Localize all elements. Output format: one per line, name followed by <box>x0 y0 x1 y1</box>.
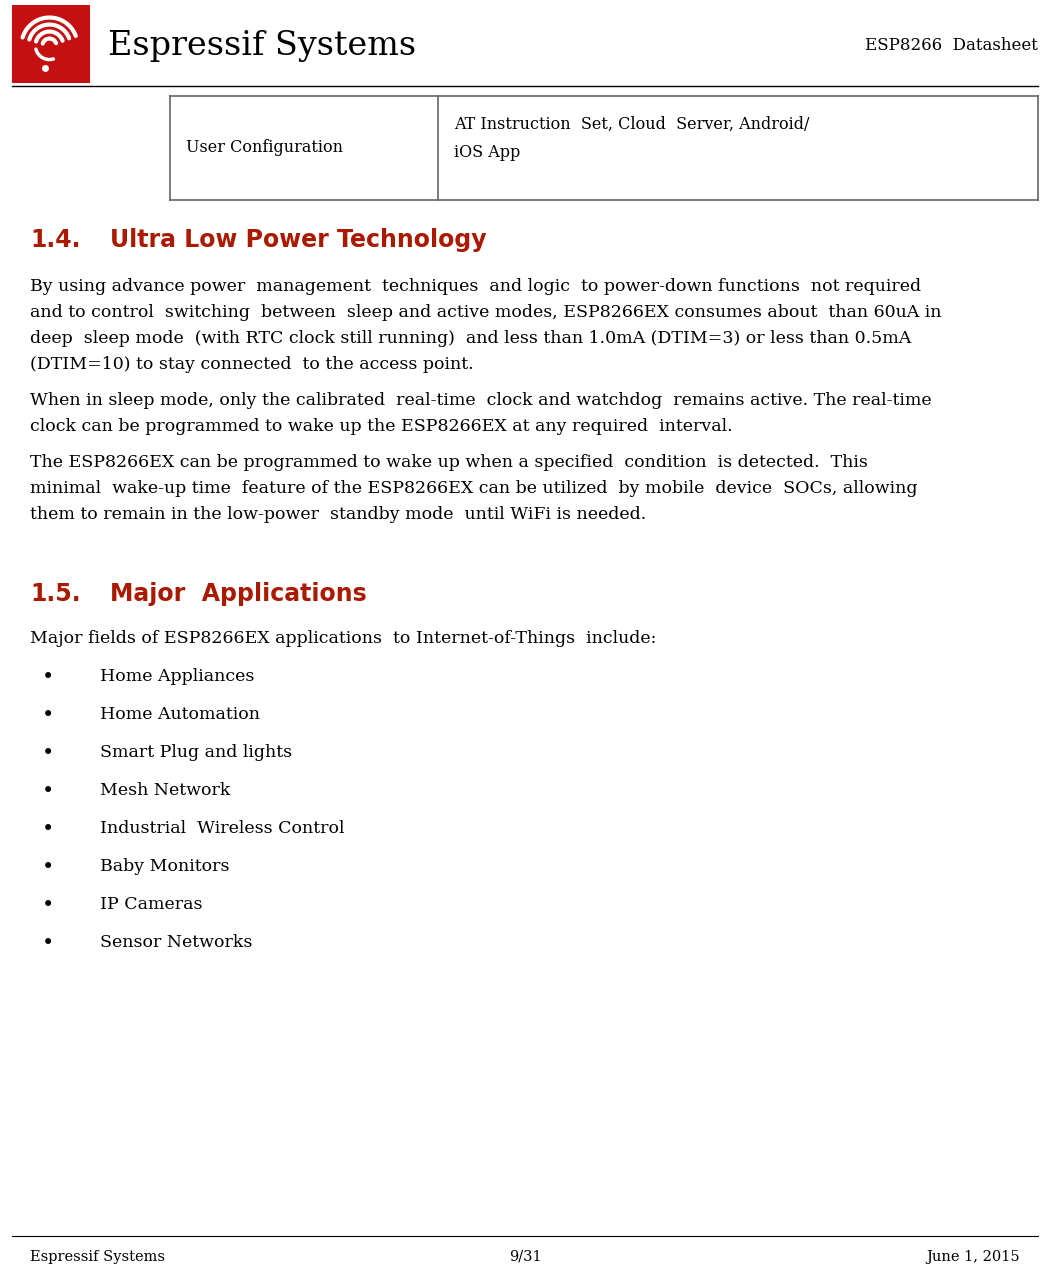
Text: AT Instruction  Set, Cloud  Server, Android/: AT Instruction Set, Cloud Server, Androi… <box>454 116 810 133</box>
Bar <box>12 5 90 83</box>
Text: Major  Applications: Major Applications <box>110 581 366 605</box>
Text: Baby Monitors: Baby Monitors <box>100 858 230 875</box>
Text: deep  sleep mode  (with RTC clock still running)  and less than 1.0mA (DTIM=3) o: deep sleep mode (with RTC clock still ru… <box>30 330 911 348</box>
Text: Ultra Low Power Technology: Ultra Low Power Technology <box>110 228 486 252</box>
Text: •: • <box>42 934 55 953</box>
Text: Industrial  Wireless Control: Industrial Wireless Control <box>100 820 344 837</box>
Text: •: • <box>42 744 55 763</box>
Text: When in sleep mode, only the calibrated  real-time  clock and watchdog  remains : When in sleep mode, only the calibrated … <box>30 392 931 410</box>
Text: •: • <box>42 707 55 726</box>
Text: minimal  wake-up time  feature of the ESP8266EX can be utilized  by mobile  devi: minimal wake-up time feature of the ESP8… <box>30 480 918 497</box>
Text: User Configuration: User Configuration <box>186 139 343 157</box>
Text: Espressif Systems: Espressif Systems <box>108 29 416 62</box>
Text: •: • <box>42 782 55 801</box>
Text: (DTIM=10) to stay connected  to the access point.: (DTIM=10) to stay connected to the acces… <box>30 356 474 373</box>
Text: The ESP8266EX can be programmed to wake up when a specified  condition  is detec: The ESP8266EX can be programmed to wake … <box>30 454 868 471</box>
Text: them to remain in the low-power  standby mode  until WiFi is needed.: them to remain in the low-power standby … <box>30 506 646 523</box>
Text: iOS App: iOS App <box>454 144 520 161</box>
Text: 1.4.: 1.4. <box>30 228 81 252</box>
Text: Home Automation: Home Automation <box>100 707 260 723</box>
Text: •: • <box>42 858 55 877</box>
Text: clock can be programmed to wake up the ESP8266EX at any required  interval.: clock can be programmed to wake up the E… <box>30 418 733 435</box>
Text: June 1, 2015: June 1, 2015 <box>926 1250 1020 1264</box>
Text: Home Appliances: Home Appliances <box>100 667 254 685</box>
Text: 9/31: 9/31 <box>508 1250 542 1264</box>
Text: Sensor Networks: Sensor Networks <box>100 934 252 951</box>
Text: •: • <box>42 667 55 688</box>
Text: Major fields of ESP8266EX applications  to Internet-of-Things  include:: Major fields of ESP8266EX applications t… <box>30 629 656 647</box>
Text: Mesh Network: Mesh Network <box>100 782 230 799</box>
Text: and to control  switching  between  sleep and active modes, ESP8266EX consumes a: and to control switching between sleep a… <box>30 305 942 321</box>
Text: Smart Plug and lights: Smart Plug and lights <box>100 744 292 761</box>
Text: By using advance power  management  techniques  and logic  to power-down functio: By using advance power management techni… <box>30 278 921 295</box>
Text: IP Cameras: IP Cameras <box>100 896 203 913</box>
Text: 1.5.: 1.5. <box>30 581 81 605</box>
Text: Espressif Systems: Espressif Systems <box>30 1250 165 1264</box>
Text: •: • <box>42 820 55 839</box>
Text: ESP8266  Datasheet: ESP8266 Datasheet <box>865 37 1038 54</box>
Text: •: • <box>42 896 55 915</box>
